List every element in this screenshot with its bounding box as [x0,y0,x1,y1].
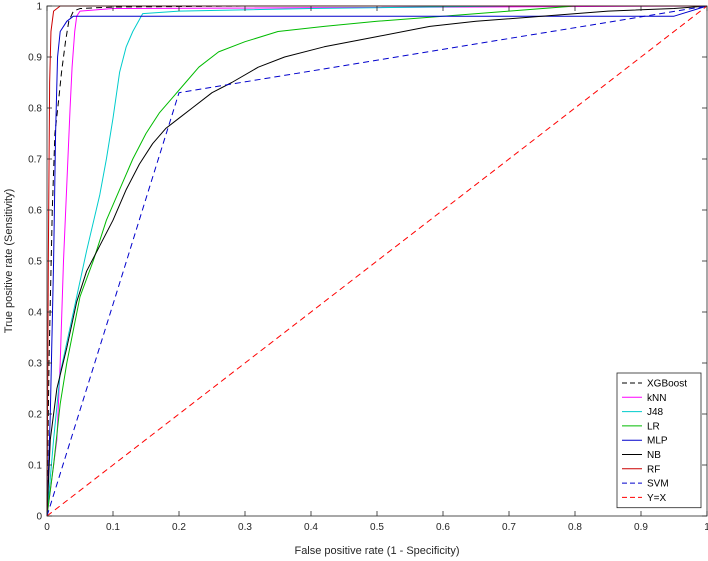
legend-label: Y=X [647,493,667,504]
x-axis-label: False positive rate (1 - Specificity) [294,545,459,557]
legend: XGBoost kNN J48 LR MLP NB RF SVM Y=X [616,372,702,509]
x-tick-label: 0.9 [634,522,648,533]
y-tick-label: 1 [36,2,42,13]
y-tick-label: 0.7 [28,155,42,166]
legend-label: MLP [647,436,668,447]
y-axis-label: True positive rate (Sensitivity) [3,189,15,333]
series-line-mlp [46,5,708,517]
legend-label: LR [647,421,660,432]
x-tick-label: 1 [704,522,708,533]
series-line-y-x [46,5,708,517]
x-tick-label: 0.5 [370,522,384,533]
x-tick-label: 0.3 [238,522,252,533]
x-tick-label: 0.4 [304,522,318,533]
y-tick-label: 0 [36,512,42,523]
legend-label: NB [647,450,661,461]
legend-label: RF [647,464,660,475]
y-tick-label: 0.1 [28,461,42,472]
y-tick-label: 0.9 [28,53,42,64]
axis-ticks: 0 0.1 0.2 0.3 0.4 0.5 0.6 0.7 0.8 0.9 1 0 0.1 0.2 0.3 0… [28,2,708,534]
x-tick-label: 0.1 [106,522,120,533]
y-tick-label: 0.2 [28,410,42,421]
x-tick-label: 0.7 [502,522,516,533]
series-line-knn [46,5,708,517]
legend-label: kNN [647,393,666,404]
series-line-xgboost [46,5,707,517]
y-tick-label: 0.6 [28,206,42,217]
x-tick-label: 0 [44,522,50,533]
x-tick-label: 0.8 [568,522,582,533]
y-tick-label: 0.4 [28,308,42,319]
series-line-svm [46,5,708,517]
legend-label: XGBoost [647,379,687,390]
y-tick-label: 0.5 [28,257,42,268]
x-tick-label: 0.2 [172,522,186,533]
legend-label: J48 [647,407,664,418]
y-tick-label: 0.3 [28,359,42,370]
y-tick-label: 0.8 [28,104,42,115]
x-tick-label: 0.6 [436,522,450,533]
legend-label: SVM [647,479,669,490]
series-line-lr [46,5,707,517]
series-line-nb [46,5,708,517]
